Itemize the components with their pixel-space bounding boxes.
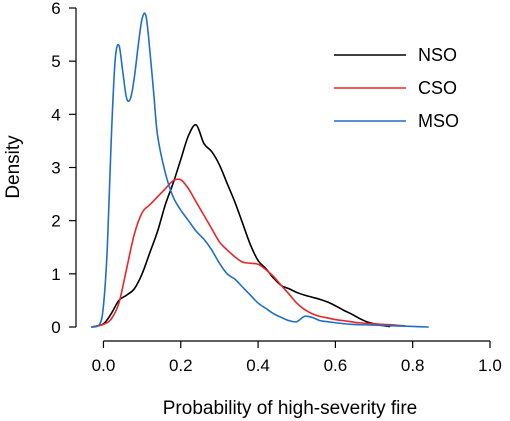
x-axis-title: Probability of high-severity fire	[163, 398, 418, 419]
x-tick-label: 0.6	[324, 356, 348, 375]
y-axis-title: Density	[3, 135, 24, 199]
y-tick-label: 3	[51, 159, 60, 178]
legend-label-nso: NSO	[418, 45, 457, 65]
legend: NSO CSO MSO	[334, 45, 459, 131]
series-line-nso	[91, 124, 391, 328]
series-layer	[91, 12, 429, 328]
series-line-cso	[91, 178, 406, 328]
legend-label-mso: MSO	[418, 111, 459, 131]
y-tick-label: 0	[51, 318, 60, 337]
axes: 0 1 2 3 4 5 6 0.0 0.2 0.4 0.6 0.8 1.0	[51, 0, 502, 375]
y-tick-label: 2	[51, 212, 60, 231]
x-tick-label: 0.4	[246, 356, 270, 375]
series-line-mso	[91, 12, 429, 328]
y-tick-label: 4	[51, 105, 60, 124]
y-tick-label: 5	[51, 52, 60, 71]
x-tick-label: 0.8	[401, 356, 425, 375]
y-tick-label: 6	[51, 0, 60, 18]
y-tick-label: 1	[51, 265, 60, 284]
x-tick-label: 1.0	[478, 356, 502, 375]
legend-label-cso: CSO	[418, 78, 457, 98]
x-tick-label: 0.2	[169, 356, 193, 375]
x-tick-label: 0.0	[92, 356, 116, 375]
